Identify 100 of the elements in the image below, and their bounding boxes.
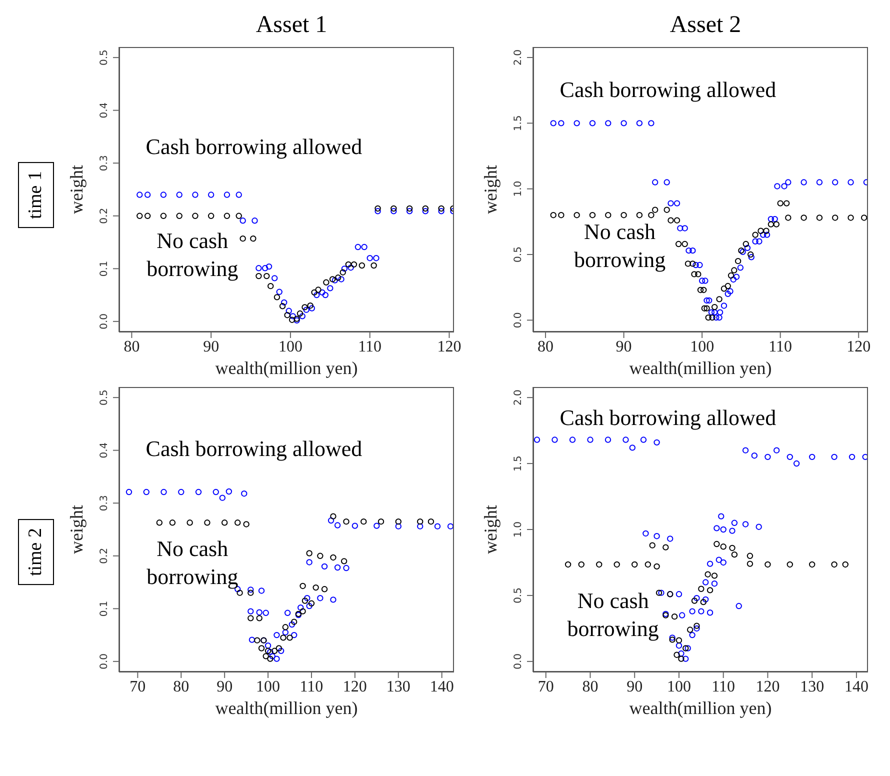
point bbox=[406, 205, 413, 212]
point bbox=[667, 536, 674, 542]
point bbox=[195, 488, 202, 496]
point bbox=[330, 596, 336, 603]
point bbox=[390, 205, 397, 212]
point bbox=[604, 436, 612, 443]
point bbox=[447, 523, 454, 530]
point bbox=[248, 636, 256, 643]
point bbox=[266, 263, 272, 270]
point bbox=[773, 221, 780, 228]
point bbox=[773, 447, 780, 454]
point bbox=[689, 608, 696, 614]
point bbox=[706, 610, 714, 616]
point bbox=[763, 228, 770, 234]
point bbox=[264, 642, 272, 649]
point bbox=[648, 212, 654, 218]
annotation: Cash borrowing allowed bbox=[146, 435, 364, 464]
x-axis-title: wealth(million yen) bbox=[629, 358, 772, 378]
point bbox=[252, 218, 258, 224]
point bbox=[674, 652, 680, 658]
x-tick-label: 110 bbox=[358, 338, 382, 356]
point bbox=[343, 518, 350, 525]
point bbox=[282, 624, 289, 630]
point bbox=[636, 212, 643, 218]
point bbox=[629, 444, 636, 451]
point bbox=[656, 590, 662, 596]
point bbox=[691, 598, 698, 604]
x-tick-label: 70 bbox=[130, 678, 146, 696]
x-tick-label: 80 bbox=[538, 338, 554, 356]
point bbox=[768, 221, 774, 228]
point bbox=[786, 561, 794, 568]
point bbox=[304, 595, 310, 602]
point bbox=[774, 183, 780, 190]
point bbox=[334, 564, 341, 571]
point bbox=[352, 522, 358, 529]
point bbox=[596, 561, 602, 568]
y-tick-label: 0.2 bbox=[99, 208, 110, 224]
y-tick-label: 0.5 bbox=[513, 246, 524, 262]
point bbox=[664, 179, 670, 186]
point bbox=[373, 255, 380, 262]
annotation: Cash borrowing allowed bbox=[560, 404, 778, 432]
annotation: No cash borrowing bbox=[146, 226, 240, 283]
point bbox=[438, 208, 444, 214]
point bbox=[178, 488, 184, 496]
point bbox=[422, 205, 429, 212]
point bbox=[729, 544, 736, 552]
point bbox=[785, 179, 792, 186]
x-tick-label: 120 bbox=[756, 678, 780, 696]
point bbox=[720, 286, 728, 292]
annotation: No cash borrowing bbox=[572, 218, 667, 274]
point bbox=[312, 584, 319, 591]
point bbox=[695, 271, 702, 278]
y-tick-label: 0.0 bbox=[513, 653, 524, 670]
point bbox=[256, 609, 262, 616]
point bbox=[676, 637, 682, 644]
y-tick-label: 0.1 bbox=[99, 600, 110, 617]
point bbox=[816, 179, 823, 186]
point bbox=[702, 596, 709, 603]
point bbox=[587, 436, 594, 443]
point bbox=[279, 303, 286, 310]
y-tick-label: 0.3 bbox=[99, 155, 110, 172]
point bbox=[808, 454, 816, 460]
point bbox=[706, 297, 712, 304]
point bbox=[264, 272, 270, 280]
point bbox=[340, 269, 346, 276]
point bbox=[256, 615, 262, 622]
point bbox=[219, 494, 226, 501]
point bbox=[274, 632, 280, 638]
point bbox=[558, 212, 564, 218]
point bbox=[248, 615, 254, 622]
point bbox=[716, 556, 722, 563]
point bbox=[317, 595, 324, 602]
point bbox=[724, 290, 731, 298]
point bbox=[708, 309, 715, 316]
point bbox=[302, 304, 308, 310]
point bbox=[160, 488, 167, 496]
point bbox=[697, 286, 704, 294]
point bbox=[729, 528, 736, 534]
point bbox=[752, 232, 758, 238]
point bbox=[716, 296, 722, 302]
x-tick-label: 90 bbox=[216, 678, 233, 696]
point bbox=[328, 517, 334, 524]
point bbox=[278, 648, 284, 654]
point bbox=[311, 289, 318, 296]
point bbox=[711, 580, 718, 587]
point bbox=[751, 452, 758, 459]
point bbox=[720, 559, 726, 566]
point bbox=[702, 278, 708, 284]
point bbox=[370, 262, 377, 269]
point bbox=[169, 520, 176, 526]
x-tick-label: 80 bbox=[124, 338, 140, 356]
x-tick-label: 130 bbox=[386, 678, 410, 696]
point bbox=[764, 561, 771, 568]
point bbox=[728, 272, 734, 279]
point bbox=[698, 586, 704, 592]
point bbox=[569, 436, 576, 443]
point bbox=[578, 561, 584, 568]
point bbox=[417, 523, 424, 530]
point bbox=[332, 277, 338, 284]
point bbox=[698, 608, 704, 614]
